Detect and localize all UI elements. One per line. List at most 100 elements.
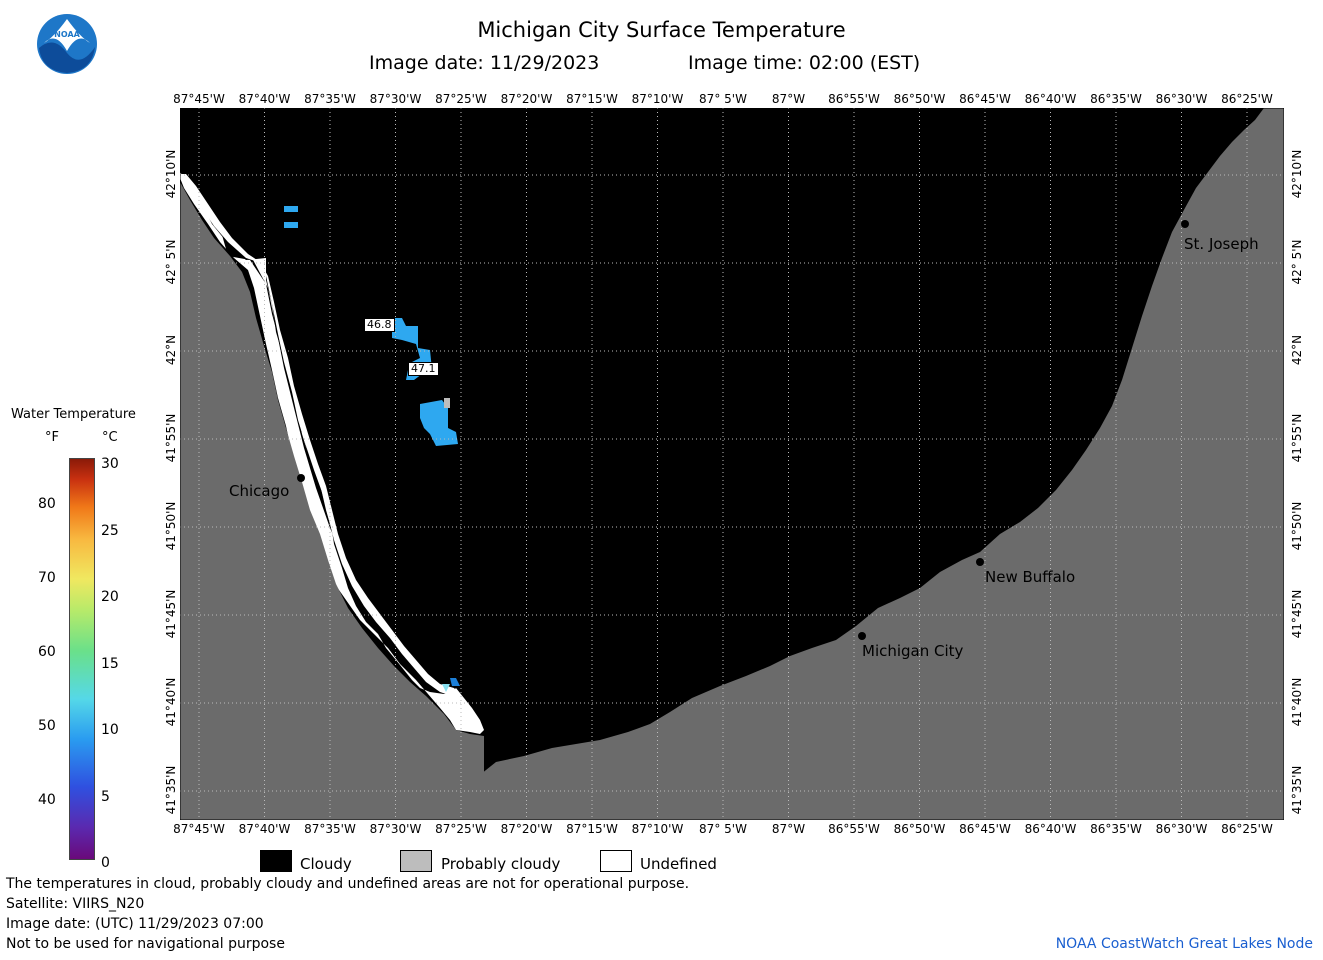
coast-land-west	[180, 182, 484, 820]
longitude-label: 87°15'W	[566, 822, 618, 836]
latitude-label: 42° 5'N	[164, 239, 178, 285]
scale-tick-f: 40	[38, 792, 56, 808]
logo-text: NOAA	[54, 30, 80, 39]
scale-tick-f: 50	[38, 718, 56, 734]
latitude-label: 42°N	[164, 334, 178, 366]
longitude-label: 86°40'W	[1024, 822, 1077, 836]
scale-tick-f: 70	[38, 570, 56, 586]
longitude-label: 87°W	[771, 92, 806, 106]
latitude-label: 41°40'N	[1290, 677, 1304, 727]
longitude-label: 87°45'W	[173, 822, 225, 836]
st-joseph-marker	[1181, 220, 1189, 228]
longitude-label: 87°20'W	[500, 92, 553, 106]
probably-cloudy-patch	[444, 398, 450, 408]
longitude-label: 86°35'W	[1090, 822, 1142, 836]
map-canvas	[180, 108, 1284, 820]
longitude-label: 86°25'W	[1221, 822, 1273, 836]
longitude-label: 86°30'W	[1155, 92, 1208, 106]
legend-probably-cloudy-swatch	[400, 850, 432, 872]
cloud-area	[180, 108, 1264, 793]
longitude-label: 86°40'W	[1024, 92, 1077, 106]
latitude-label: 42°10'N	[164, 149, 178, 199]
longitude-label: 87°30'W	[369, 92, 422, 106]
longitude-label: 87°35'W	[304, 822, 356, 836]
temp-label: 46.8	[364, 318, 395, 332]
scale-tick-f: 60	[38, 644, 56, 660]
image-date: Image date: 11/29/2023	[369, 52, 600, 74]
noaa-logo: NOAA	[36, 13, 98, 75]
longitude-label: 87°30'W	[369, 822, 422, 836]
latitude-label: 41°35'N	[164, 765, 178, 815]
city-label-st-joseph: St. Joseph	[1184, 235, 1259, 253]
longitude-label: 87° 5'W	[699, 822, 747, 836]
scale-tick-c: 15	[101, 655, 119, 672]
longitude-label: 87°20'W	[500, 822, 553, 836]
longitude-label: 87°10'W	[631, 822, 684, 836]
latitude-label: 41°50'N	[164, 501, 178, 551]
city-label-chicago: Chicago	[229, 482, 290, 500]
scale-tick-c: 20	[101, 589, 119, 605]
longitude-label: 87°25'W	[435, 822, 487, 836]
city-label-michigan-city: Michigan City	[862, 642, 964, 660]
longitude-label: 87°40'W	[238, 92, 291, 106]
water-patch	[450, 678, 460, 686]
longitude-label: 87°10'W	[631, 92, 684, 106]
longitude-label: 86°45'W	[959, 822, 1011, 836]
longitude-label: 86°50'W	[893, 822, 946, 836]
scale-unit-f: °F	[45, 430, 59, 445]
latitude-label: 41°45'N	[164, 589, 178, 639]
longitude-label: 87°W	[771, 822, 806, 836]
city-label-new-buffalo: New Buffalo	[985, 568, 1076, 586]
longitude-label: 87°25'W	[435, 92, 487, 106]
new-buffalo-marker	[976, 558, 984, 566]
legend-cloudy-swatch	[260, 850, 292, 872]
latitude-label: 41°40'N	[164, 677, 178, 727]
footer-utc-date: Image date: (UTC) 11/29/2023 07:00	[6, 916, 264, 932]
legend-undefined-swatch	[600, 850, 632, 872]
michigan-city-marker	[858, 632, 866, 640]
longitude-label: 86°50'W	[893, 92, 946, 106]
latitude-label: 41°50'N	[1290, 501, 1304, 551]
map-title: Michigan City Surface Temperature	[477, 18, 846, 42]
latitude-label: 41°55'N	[164, 413, 178, 463]
color-scale-bar	[69, 458, 95, 860]
water-patch	[284, 222, 298, 228]
longitude-label: 87°35'W	[304, 92, 356, 106]
scale-unit-c: °C	[102, 430, 118, 445]
scale-tick-f: 80	[38, 496, 56, 512]
image-time: Image time: 02:00 (EST)	[688, 52, 921, 74]
longitude-label: 87°40'W	[238, 822, 291, 836]
longitude-label: 86°30'W	[1155, 822, 1208, 836]
longitude-label: 87°15'W	[566, 92, 618, 106]
latitude-label: 42° 5'N	[1290, 239, 1304, 285]
scale-tick-c: 0	[101, 855, 110, 871]
latitude-label: 42°10'N	[1290, 149, 1304, 199]
footer-nav-warning: Not to be used for navigational purpose	[6, 936, 285, 952]
water-patch	[284, 206, 298, 212]
latitude-label: 42°N	[1290, 334, 1304, 366]
footer-note: The temperatures in cloud, probably clou…	[6, 876, 690, 892]
latitude-label: 41°55'N	[1290, 413, 1304, 463]
chicago-marker	[297, 474, 305, 482]
scale-tick-c: 30	[101, 456, 119, 472]
legend-cloudy-label: Cloudy	[300, 855, 352, 873]
scale-tick-c: 25	[101, 522, 119, 539]
legend-probably-cloudy-label: Probably cloudy	[441, 855, 561, 873]
longitude-label: 86°55'W	[828, 822, 880, 836]
latitude-label: 41°35'N	[1290, 765, 1304, 815]
scale-title: Water Temperature	[11, 407, 136, 422]
footer-credit: NOAA CoastWatch Great Lakes Node	[1055, 936, 1313, 952]
longitude-label: 86°55'W	[828, 92, 880, 106]
longitude-label: 86°45'W	[959, 92, 1011, 106]
legend-undefined-label: Undefined	[640, 855, 717, 873]
longitude-label: 87° 5'W	[699, 92, 747, 106]
footer-satellite: Satellite: VIIRS_N20	[6, 896, 145, 912]
longitude-label: 86°35'W	[1090, 92, 1142, 106]
temp-label: 47.1	[408, 362, 439, 376]
longitude-label: 87°45'W	[173, 92, 225, 106]
latitude-label: 41°45'N	[1290, 589, 1304, 639]
scale-tick-c: 10	[101, 722, 119, 738]
longitude-label: 86°25'W	[1221, 92, 1273, 106]
water-patch	[420, 400, 458, 446]
scale-tick-c: 5	[101, 788, 110, 805]
